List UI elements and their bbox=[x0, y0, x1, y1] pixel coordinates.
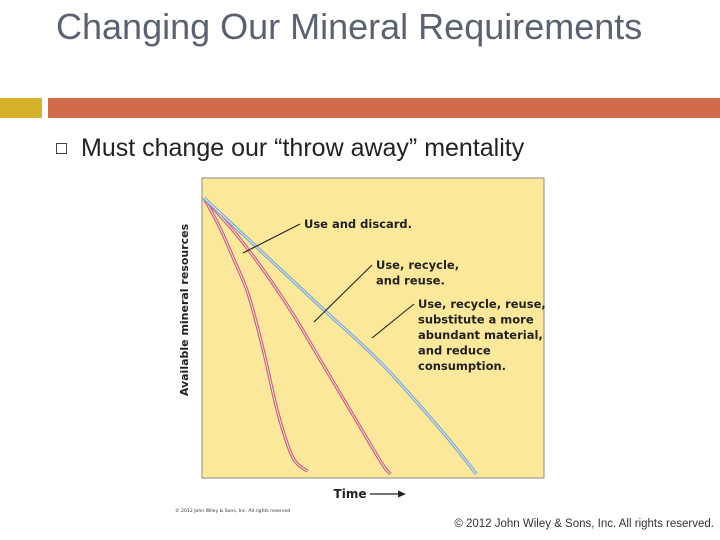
series-line-highlight-2 bbox=[203, 197, 391, 475]
annotation-1: Use and discard. bbox=[304, 217, 412, 231]
bullet-square-icon bbox=[56, 143, 67, 154]
y-axis-label: Available mineral resources bbox=[178, 223, 191, 396]
x-axis-label: Time bbox=[334, 487, 367, 501]
slide-title: Changing Our Mineral Requirements bbox=[56, 6, 643, 47]
bullet-text: Must change our “throw away” mentality bbox=[81, 134, 525, 162]
bullet-item: Must change our “throw away” mentality bbox=[56, 134, 524, 163]
series-line-highlight-3 bbox=[203, 197, 477, 475]
leader-line-3 bbox=[371, 303, 415, 339]
time-arrow-head bbox=[398, 490, 406, 498]
copyright-footer: © 2012 John Wiley & Sons, Inc. All right… bbox=[454, 518, 714, 530]
mineral-depletion-chart: Use and discard. Use, recycle, and reuse. U… bbox=[175, 177, 546, 514]
annotation-2: Use, recycle, and reuse. bbox=[376, 258, 459, 288]
chart-credit: © 2012 John Wiley & Sons, Inc. All right… bbox=[175, 507, 290, 514]
accent-bar-gold bbox=[0, 98, 42, 118]
leader-line-1 bbox=[242, 223, 301, 254]
leader-line-2 bbox=[313, 264, 373, 323]
series-line-highlight-1 bbox=[203, 197, 308, 472]
annotation-3: Use, recycle, reuse, substitute a more abu… bbox=[418, 297, 546, 373]
accent-bar-orange bbox=[48, 98, 720, 118]
